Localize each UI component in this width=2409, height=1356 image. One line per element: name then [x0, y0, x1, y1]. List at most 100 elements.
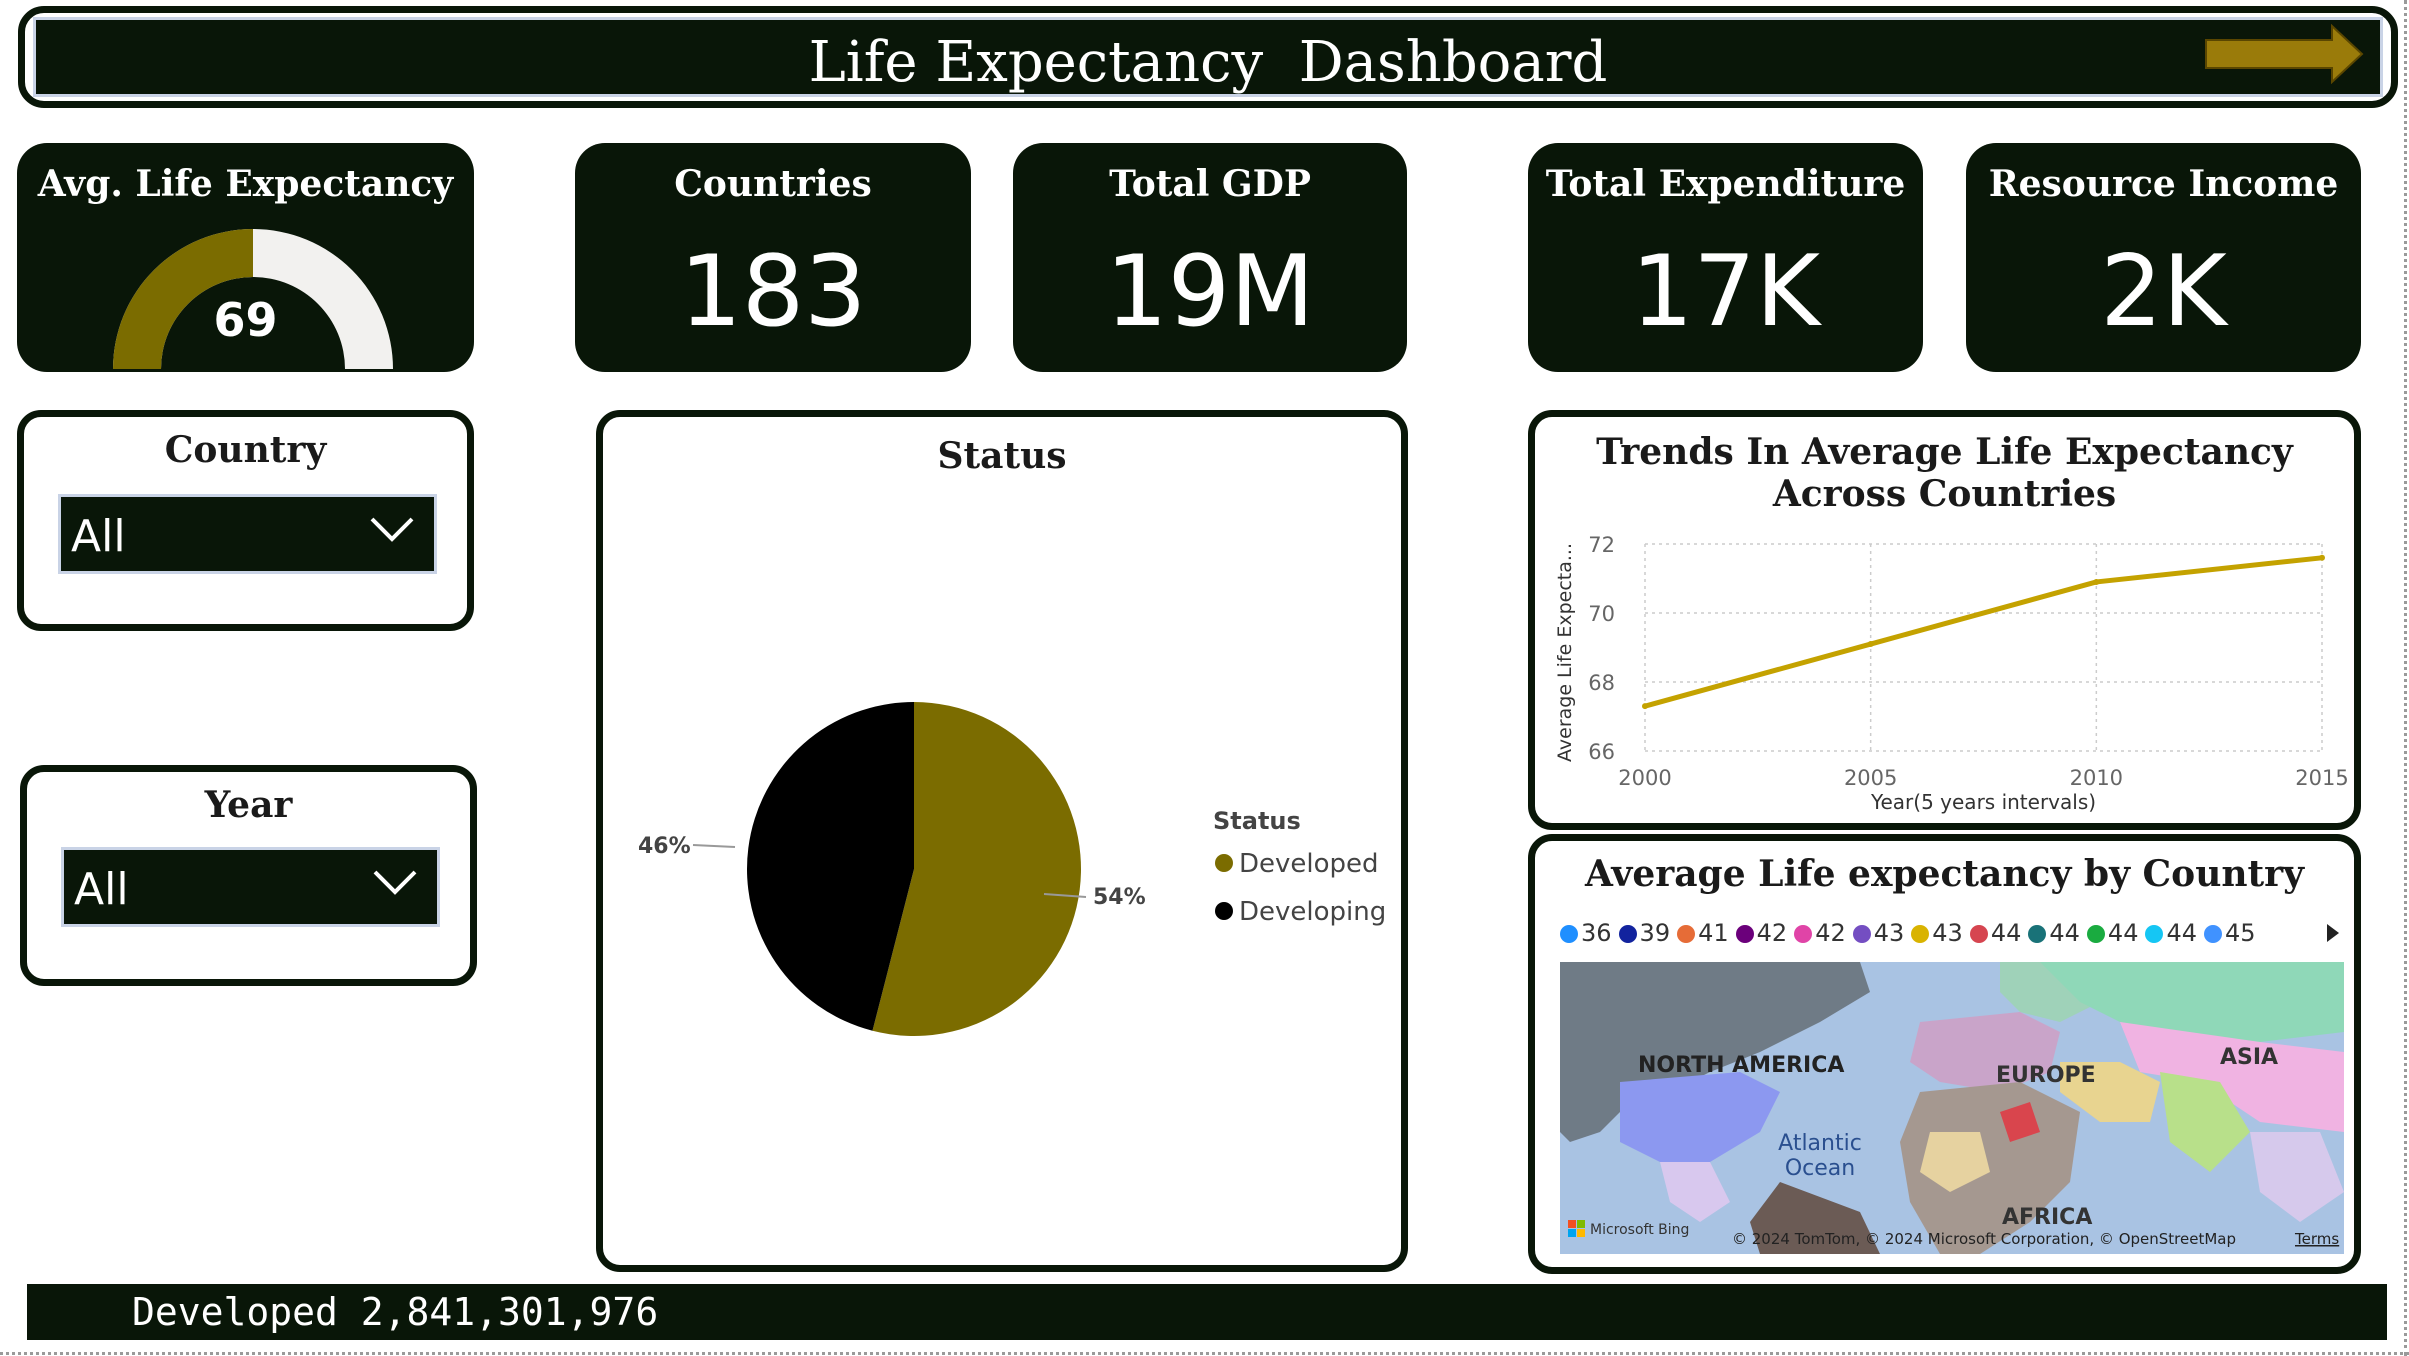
map-legend-item[interactable]: 36	[1560, 919, 1612, 947]
year-dropdown[interactable]: All	[61, 847, 440, 927]
world-map: NORTH AMERICA EUROPE ASIA Atlantic Ocean…	[1560, 962, 2344, 1254]
bing-label: Microsoft Bing	[1590, 1222, 1689, 1238]
legend-label: 36	[1581, 919, 1612, 947]
map-legend-item[interactable]: 44	[1969, 919, 2022, 947]
map-title: Average Life expectancy by Country	[1584, 853, 2305, 895]
map-legend-item[interactable]: 43	[1911, 919, 1963, 947]
legend-label: 44	[1990, 919, 2022, 947]
map-panel: Average Life expectancy by Country 36 39 4…	[1528, 834, 2361, 1274]
legend-label: 41	[1698, 919, 1729, 947]
x-axis-label: Year(5 years intervals)	[1870, 790, 2096, 814]
page-border-right	[2404, 0, 2407, 1356]
legend-dot	[1852, 925, 1871, 943]
map-legend-item[interactable]: 42	[1794, 919, 1846, 947]
legend-label: 44	[2107, 919, 2139, 947]
label-asia: ASIA	[2220, 1045, 2278, 1070]
slicer-title: Year	[204, 784, 293, 826]
pie-label-developing: 46%	[638, 834, 691, 859]
trend-point	[2319, 554, 2325, 561]
chart-title-line1: Trends In Average Life Expectancy	[1596, 431, 2293, 473]
trend-series-line	[1644, 555, 2323, 709]
south-america-north	[1750, 1182, 1880, 1254]
west-africa-region	[1920, 1132, 1990, 1192]
legend-next-icon[interactable]	[2323, 921, 2343, 945]
countries-card: Countries 183	[575, 143, 971, 372]
legend-label: 44	[2166, 919, 2198, 947]
middle-east-region	[2060, 1062, 2160, 1122]
life-expectancy-gauge	[113, 229, 393, 369]
map-attribution[interactable]: © 2024 TomTom, © 2024 Microsoft Corporat…	[1732, 1230, 2236, 1248]
year-slicer: Year All	[20, 765, 477, 986]
status-pie-chart: 54% 46% Status Developed Developing	[638, 702, 1386, 1036]
map-legend-item[interactable]: 39	[1618, 919, 1671, 947]
gauge-value: 69	[213, 293, 278, 347]
trend-line-chart: 66 68 70 72 2000 2005 2010 2015 Year(5 years int…	[1554, 533, 2349, 814]
arrow-right-icon[interactable]	[2204, 24, 2364, 84]
pie-slice-developed[interactable]	[872, 702, 1081, 1036]
footer-bar: Developed 2,841,301,976	[27, 1284, 2387, 1340]
country-slicer: Country All	[17, 410, 474, 631]
legend-dot	[1618, 925, 1637, 943]
legend-dot	[2028, 925, 2047, 943]
map-legend-item[interactable]: 44	[2145, 919, 2197, 947]
card-title: Avg. Life Expectancy	[37, 163, 454, 205]
total-expenditure-card: Total Expenditure 17K	[1528, 143, 1923, 372]
chevron-down-icon	[373, 870, 417, 895]
dropdown-value: All	[71, 511, 126, 562]
chart-title-line2: Across Countries	[1772, 473, 2117, 515]
asia-region	[2120, 1022, 2344, 1132]
legend-label: 45	[2225, 919, 2256, 947]
legend-item-developed[interactable]: Developed	[1239, 849, 1379, 879]
y-tick-label: 72	[1588, 533, 1615, 557]
chart-title: Trends In Average Life Expectancy Across…	[1535, 431, 2354, 515]
legend-label: 39	[1639, 919, 1671, 947]
x-tick-label: 2010	[2070, 766, 2123, 790]
map-legend-item[interactable]: 44	[2086, 919, 2139, 947]
x-tick-label: 2015	[2295, 766, 2348, 790]
leader-line	[692, 844, 736, 848]
country-dropdown[interactable]: All	[58, 494, 437, 574]
label-europe: EUROPE	[1996, 1063, 2096, 1088]
legend-dot	[1735, 925, 1754, 943]
legend-dot	[1969, 925, 1988, 943]
dropdown-value: All	[74, 864, 129, 915]
europe-land	[1910, 1012, 2060, 1092]
trend-chart-panel: Trends In Average Life Expectancy Across…	[1528, 410, 2361, 830]
legend-dot	[1911, 925, 1930, 943]
map-canvas[interactable]: NORTH AMERICA EUROPE ASIA Atlantic Ocean…	[1560, 962, 2344, 1254]
map-terms-link[interactable]: Terms	[2294, 1230, 2339, 1248]
label-africa: AFRICA	[2002, 1205, 2092, 1230]
usa-region	[1620, 1072, 1780, 1162]
y-tick-label: 70	[1588, 602, 1615, 626]
total-gdp-card: Total GDP 19M	[1013, 143, 1407, 372]
y-tick-label: 66	[1588, 740, 1615, 764]
y-axis-label: Average Life Expecta...	[1554, 543, 1576, 762]
southeast-asia-region	[2250, 1132, 2344, 1222]
footer-status-text: Developed 2,841,301,976	[132, 1290, 659, 1334]
legend-label: 42	[1756, 919, 1788, 947]
legend-label: 43	[1873, 919, 1905, 947]
mexico-region	[1660, 1162, 1730, 1222]
map-legend-item[interactable]: 42	[1735, 919, 1788, 947]
map-legend-item[interactable]: 45	[2204, 919, 2256, 947]
red-country	[2000, 1102, 2040, 1142]
pie-slice-developing[interactable]	[746, 702, 914, 1031]
y-tick-label: 68	[1588, 671, 1615, 695]
label-ocean-2: Ocean	[1785, 1156, 1855, 1181]
map-legend-item[interactable]: 44	[2028, 919, 2080, 947]
legend-item-developing[interactable]: Developing	[1239, 897, 1386, 927]
resource-income-card: Resource Income 2K	[1966, 143, 2361, 372]
label-ocean-1: Atlantic	[1778, 1131, 1862, 1156]
legend-dot	[2145, 925, 2164, 943]
legend-dot	[2204, 925, 2223, 943]
map-legend-item[interactable]: 43	[1852, 919, 1905, 947]
pie-label-developed: 54%	[1093, 885, 1146, 910]
card-value: 19M	[1105, 235, 1315, 349]
legend-label: 43	[1932, 919, 1963, 947]
trend-point	[2093, 578, 2100, 585]
map-legend-item[interactable]: 41	[1677, 919, 1729, 947]
avg-life-expectancy-card: Avg. Life Expectancy 69	[17, 143, 474, 372]
page-title: Life Expectancy Dashboard	[808, 30, 1608, 95]
card-value: 17K	[1631, 235, 1820, 349]
legend-dot	[2086, 925, 2105, 943]
